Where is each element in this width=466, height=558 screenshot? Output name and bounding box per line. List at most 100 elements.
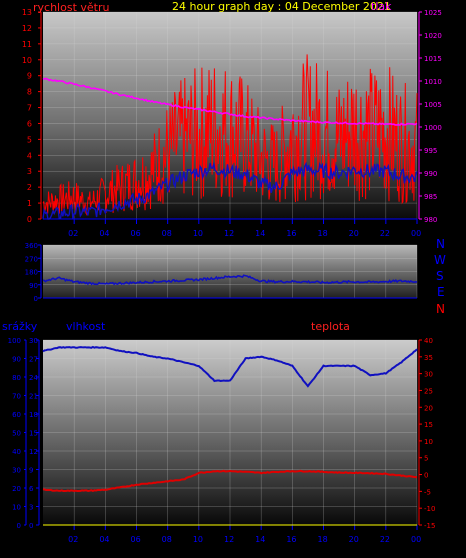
temperature-tick-label: -15	[424, 522, 435, 530]
chart-title: 24 hour graph day : 04 December 2021	[172, 0, 391, 13]
rain-tick-label: 12	[29, 448, 38, 456]
compass-w: W	[434, 253, 446, 267]
pressure-label: tlak	[371, 0, 392, 13]
x-tick-label: 14	[255, 229, 265, 238]
pressure-tick-label: 980	[424, 216, 437, 224]
y-tick-label: 8	[27, 88, 32, 97]
y-tick-label: 50	[12, 430, 21, 438]
x-tick-label: 16	[286, 535, 296, 544]
y-tick-label: 30	[12, 467, 21, 475]
compass-s: S	[436, 269, 444, 283]
compass-n-top: N	[436, 237, 445, 251]
x-tick-label: 02	[68, 229, 78, 238]
x-tick-label: 12	[224, 535, 234, 544]
compass-n-bottom: N	[436, 302, 445, 316]
temperature-tick-label: 0	[424, 472, 428, 480]
temperature-tick-label: -10	[424, 505, 435, 513]
temperature-tick-label: 25	[424, 387, 433, 395]
x-tick-label: 12	[224, 229, 234, 238]
y-tick-label: 360	[25, 242, 38, 250]
x-tick-label: 08	[162, 229, 172, 238]
x-tick-label: 22	[380, 535, 390, 544]
x-tick-label: 18	[318, 229, 328, 238]
pressure-tick-label: 1025	[424, 9, 442, 17]
y-tick-label: 13	[22, 8, 32, 17]
rain-tick-label: 27	[29, 356, 38, 364]
compass-e: E	[437, 285, 445, 299]
y-tick-label: 90	[12, 356, 21, 364]
y-tick-label: 12	[22, 24, 32, 33]
y-tick-label: 90	[29, 282, 38, 290]
temperature-tick-label: 30	[424, 371, 433, 379]
rain-tick-label: 30	[29, 337, 38, 345]
x-tick-label: 22	[380, 229, 390, 238]
x-tick-label: 02	[68, 535, 78, 544]
x-tick-label: 14	[255, 535, 265, 544]
temperature-tick-label: 5	[424, 455, 428, 463]
rain-tick-label: 21	[29, 393, 38, 401]
y-tick-label: 0	[17, 522, 21, 530]
pressure-tick-label: 1020	[424, 32, 442, 40]
wind-direction-series	[42, 274, 418, 286]
humidity-series	[42, 345, 418, 388]
wind-average-series	[42, 161, 418, 220]
rain-tick-label: 24	[29, 374, 38, 382]
pressure-tick-label: 990	[424, 170, 437, 178]
pressure-tick-label: 1005	[424, 101, 442, 109]
x-tick-label: 16	[286, 229, 296, 238]
y-tick-label: 0	[27, 215, 32, 224]
pressure-tick-label: 1000	[424, 124, 442, 132]
rain-tick-label: 18	[29, 411, 38, 419]
y-tick-label: 80	[12, 374, 21, 382]
temperature-tick-label: 40	[424, 337, 433, 345]
y-tick-label: 70	[12, 393, 21, 401]
pressure-tick-label: 1010	[424, 78, 442, 86]
y-tick-label: 9	[27, 72, 32, 81]
rain-tick-label: 3	[29, 504, 33, 512]
x-tick-label: 10	[193, 535, 203, 544]
rain-tick-label: 6	[29, 485, 34, 493]
temperature-label: teplota	[311, 320, 350, 333]
rain-tick-label: 15	[29, 430, 38, 438]
temperature-series	[42, 469, 418, 493]
x-tick-label: 00	[411, 229, 421, 238]
y-tick-label: 10	[12, 504, 21, 512]
x-tick-label: 06	[131, 535, 141, 544]
wind-speed-label: rychlost větru	[33, 1, 109, 14]
y-tick-label: 20	[12, 485, 21, 493]
direction-plot-area	[43, 245, 417, 298]
data-series	[42, 54, 418, 526]
temperature-tick-label: 35	[424, 354, 433, 362]
x-tick-label: 18	[318, 535, 328, 544]
y-tick-label: 60	[12, 411, 21, 419]
y-tick-label: 4	[27, 151, 32, 160]
y-tick-label: 10	[22, 56, 32, 65]
pressure-tick-label: 985	[424, 193, 437, 201]
temperature-tick-label: 15	[424, 421, 433, 429]
x-tick-label: 04	[99, 535, 109, 544]
x-tick-label: 10	[193, 229, 203, 238]
y-tick-label: 40	[12, 448, 21, 456]
y-tick-label: 6	[27, 119, 32, 128]
humidity-plot-area	[43, 340, 417, 525]
y-tick-label: 1	[27, 199, 32, 208]
y-tick-label: 270	[25, 255, 38, 263]
pressure-tick-label: 1015	[424, 55, 442, 63]
x-tick-label: 08	[162, 535, 172, 544]
rain-tick-label: 9	[29, 467, 33, 475]
y-tick-label: 0	[34, 295, 38, 303]
x-tick-label: 20	[349, 229, 359, 238]
rain-label: srážky	[2, 320, 38, 333]
temperature-tick-label: 10	[424, 438, 433, 446]
y-tick-label: 5	[27, 135, 32, 144]
y-tick-label: 2	[27, 183, 32, 192]
y-tick-label: 180	[25, 269, 38, 277]
y-tick-label: 100	[8, 337, 21, 345]
x-tick-label: 20	[349, 535, 359, 544]
x-tick-label: 06	[131, 229, 141, 238]
rain-tick-label: 0	[29, 522, 33, 530]
wind-gust-series	[42, 54, 418, 216]
pressure-series	[42, 77, 418, 126]
temperature-tick-label: 20	[424, 404, 433, 412]
